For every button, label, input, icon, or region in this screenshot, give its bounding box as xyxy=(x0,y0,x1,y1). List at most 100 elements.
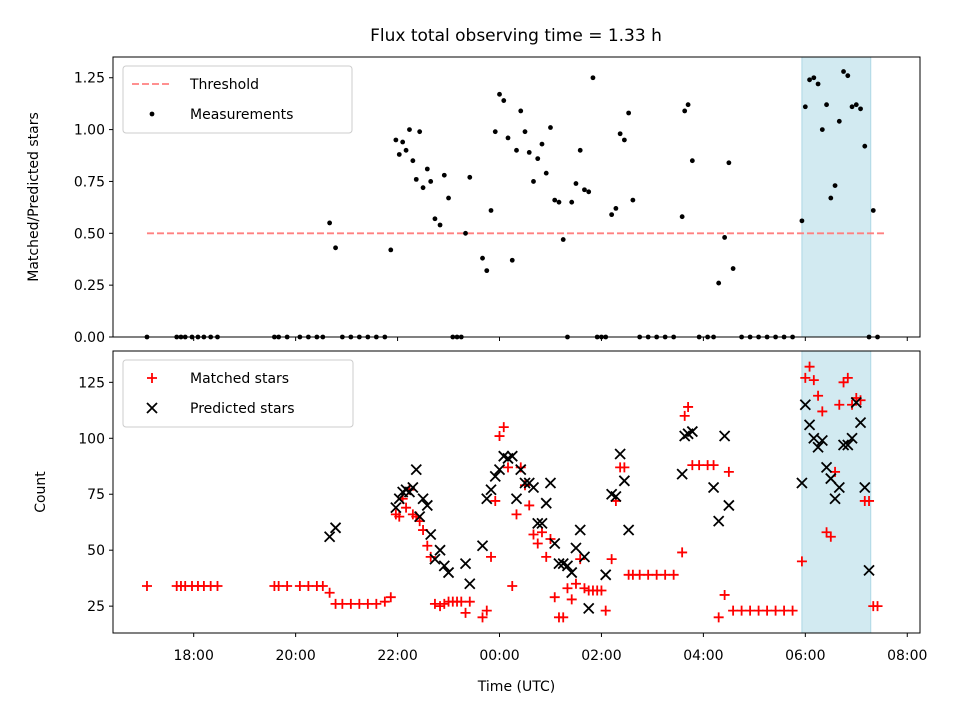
predicted-point xyxy=(583,602,595,615)
matched-point xyxy=(668,569,679,580)
measurement-point xyxy=(853,102,859,108)
x-axis-label: Time (UTC) xyxy=(477,679,555,695)
matched-point xyxy=(494,431,505,442)
matched-point xyxy=(713,612,724,623)
measurement-point xyxy=(613,206,619,211)
measurement-point xyxy=(417,129,423,135)
matched-point xyxy=(303,581,314,591)
legend-box xyxy=(122,359,354,428)
predicted-point xyxy=(622,524,635,536)
measurement-point xyxy=(492,129,498,135)
matched-point xyxy=(498,422,509,433)
predicted-point xyxy=(812,441,824,453)
predicted-point xyxy=(578,551,591,563)
matched-point xyxy=(864,495,875,506)
axes-frame xyxy=(112,56,921,338)
y-tick-label: 1.25 xyxy=(74,71,105,87)
legend-label: Threshold xyxy=(189,77,259,93)
matched-point xyxy=(847,399,858,410)
measurement-point xyxy=(531,179,536,184)
measurement-point xyxy=(420,185,426,191)
matched-point xyxy=(719,589,730,600)
predicted-point xyxy=(718,430,731,442)
predicted-point xyxy=(489,470,501,482)
matched-point xyxy=(804,361,815,372)
measurement-point xyxy=(400,139,406,145)
measurement-point xyxy=(841,69,846,74)
matched-point xyxy=(490,495,501,506)
measurement-point xyxy=(327,220,333,226)
series-predicted-stars xyxy=(323,396,875,615)
predicted-point xyxy=(837,439,850,451)
measurement-point xyxy=(862,143,868,149)
x-tick-label: 04:00 xyxy=(683,648,723,664)
predicted-point xyxy=(846,432,858,444)
matched-point xyxy=(273,581,284,591)
matched-point xyxy=(817,406,828,417)
predicted-point xyxy=(707,481,720,494)
predicted-point xyxy=(540,497,552,509)
predicted-point xyxy=(574,524,586,536)
measurement-point xyxy=(832,183,838,188)
legend-predicted-marker xyxy=(146,402,158,414)
matched-point xyxy=(562,583,573,594)
matched-point xyxy=(762,605,773,616)
measurement-point xyxy=(819,127,825,132)
matched-point xyxy=(683,401,694,412)
measurement-point xyxy=(556,199,562,205)
matched-point xyxy=(779,605,790,616)
measurement-point xyxy=(630,197,636,203)
measurement-point xyxy=(621,137,627,143)
predicted-point xyxy=(425,528,437,541)
measurement-point xyxy=(682,108,688,114)
matched-point xyxy=(212,581,223,591)
matched-point xyxy=(532,538,543,549)
matched-point xyxy=(575,554,586,565)
predicted-point xyxy=(481,493,493,505)
matched-point xyxy=(566,594,577,605)
predicted-point xyxy=(459,557,472,570)
measurement-point xyxy=(679,214,685,220)
measurement-point xyxy=(815,81,821,87)
predicted-point xyxy=(676,468,688,480)
predicted-point xyxy=(803,419,816,431)
matched-point xyxy=(429,598,440,609)
measurement-point xyxy=(716,280,722,286)
predicted-point xyxy=(600,569,612,581)
predicted-point xyxy=(713,515,725,527)
predicted-point xyxy=(859,481,871,494)
measurement-point xyxy=(505,135,511,141)
predicted-point xyxy=(515,463,527,476)
predicted-point xyxy=(561,560,574,572)
y-tick-label: 0.25 xyxy=(74,278,105,294)
matched-point xyxy=(503,462,514,473)
matched-point xyxy=(787,605,798,616)
y-axis-label: Count xyxy=(33,471,49,513)
measurement-point xyxy=(849,104,855,110)
matched-point xyxy=(456,596,467,607)
matched-point xyxy=(541,551,552,562)
predicted-point xyxy=(476,540,489,552)
matched-point xyxy=(394,511,405,522)
matched-point xyxy=(579,583,590,594)
measurement-point xyxy=(518,108,524,114)
predicted-point xyxy=(610,490,622,503)
legend-label: Matched stars xyxy=(190,371,289,387)
predicted-point xyxy=(544,477,557,489)
measurement-point xyxy=(522,129,528,135)
measurement-point xyxy=(609,212,615,218)
predicted-point xyxy=(833,481,845,494)
predicted-point xyxy=(393,493,405,505)
measurement-point xyxy=(573,181,579,186)
matched-point xyxy=(354,598,365,609)
y-axis-label: Matched/Predicted stars xyxy=(26,112,42,282)
measurement-point xyxy=(467,174,473,180)
x-tick-label: 18:00 xyxy=(174,648,214,664)
x-tick-label: 06:00 xyxy=(785,648,825,664)
matched-point xyxy=(813,390,824,401)
matched-point xyxy=(282,581,293,591)
predicted-point xyxy=(686,425,698,438)
matched-point xyxy=(677,547,688,558)
measurement-point xyxy=(685,102,691,108)
